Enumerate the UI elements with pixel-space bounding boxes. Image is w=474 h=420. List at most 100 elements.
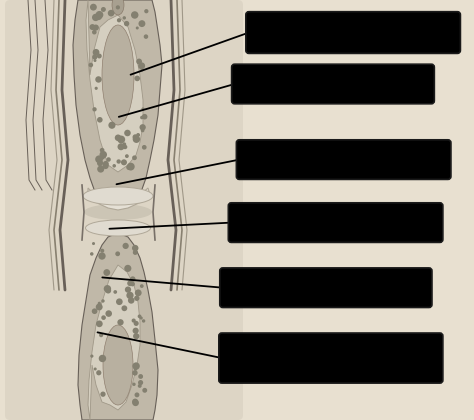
FancyBboxPatch shape	[5, 0, 243, 420]
Circle shape	[140, 63, 145, 68]
Circle shape	[144, 9, 148, 13]
FancyBboxPatch shape	[232, 64, 434, 104]
Circle shape	[126, 165, 132, 170]
Ellipse shape	[102, 25, 134, 125]
Circle shape	[136, 58, 142, 64]
Circle shape	[101, 299, 105, 303]
Circle shape	[132, 362, 140, 370]
Circle shape	[109, 122, 116, 129]
Circle shape	[140, 284, 144, 288]
Circle shape	[92, 55, 97, 60]
Circle shape	[96, 11, 103, 19]
Circle shape	[124, 130, 131, 136]
Circle shape	[134, 296, 139, 301]
Circle shape	[99, 355, 106, 362]
Circle shape	[96, 320, 103, 327]
Circle shape	[92, 107, 97, 111]
Circle shape	[117, 18, 121, 22]
Circle shape	[100, 391, 106, 397]
Circle shape	[103, 161, 109, 167]
Circle shape	[142, 145, 146, 150]
Polygon shape	[73, 0, 162, 208]
Circle shape	[130, 282, 135, 286]
Circle shape	[137, 315, 141, 318]
Circle shape	[98, 160, 103, 165]
Circle shape	[105, 288, 111, 294]
Ellipse shape	[83, 187, 153, 205]
Circle shape	[118, 136, 125, 143]
Circle shape	[96, 304, 103, 310]
Circle shape	[93, 24, 99, 31]
Circle shape	[97, 160, 103, 166]
Circle shape	[96, 370, 101, 375]
Circle shape	[133, 136, 140, 143]
Circle shape	[133, 250, 138, 255]
Circle shape	[100, 155, 105, 160]
Circle shape	[134, 367, 137, 371]
Circle shape	[127, 292, 134, 299]
Circle shape	[117, 159, 121, 164]
Circle shape	[100, 148, 104, 152]
Circle shape	[124, 21, 129, 26]
FancyBboxPatch shape	[246, 12, 460, 53]
Circle shape	[99, 333, 103, 337]
Circle shape	[132, 318, 136, 323]
PathPatch shape	[88, 188, 150, 210]
FancyBboxPatch shape	[237, 140, 451, 179]
Circle shape	[132, 245, 138, 251]
Circle shape	[90, 252, 93, 256]
FancyBboxPatch shape	[220, 268, 432, 307]
Circle shape	[142, 319, 146, 323]
Circle shape	[98, 302, 101, 305]
Circle shape	[123, 145, 128, 149]
Circle shape	[92, 14, 100, 21]
Circle shape	[92, 49, 100, 56]
FancyBboxPatch shape	[228, 203, 443, 242]
Circle shape	[138, 384, 142, 388]
Circle shape	[100, 249, 104, 253]
Circle shape	[95, 87, 98, 90]
Ellipse shape	[112, 0, 124, 15]
Circle shape	[144, 34, 148, 39]
Circle shape	[123, 16, 126, 20]
Circle shape	[92, 242, 95, 245]
Circle shape	[97, 117, 103, 123]
Circle shape	[138, 20, 146, 27]
Circle shape	[125, 286, 131, 293]
Circle shape	[106, 157, 111, 162]
Circle shape	[128, 297, 135, 304]
Circle shape	[131, 11, 138, 19]
Circle shape	[140, 68, 144, 71]
Circle shape	[93, 59, 97, 62]
Circle shape	[135, 76, 140, 81]
Circle shape	[136, 26, 139, 29]
Circle shape	[101, 315, 106, 320]
Circle shape	[122, 243, 129, 249]
Circle shape	[118, 319, 124, 326]
Circle shape	[138, 374, 143, 379]
Circle shape	[100, 151, 107, 158]
Circle shape	[130, 276, 136, 282]
Circle shape	[90, 354, 93, 358]
Circle shape	[97, 53, 102, 58]
Circle shape	[132, 399, 138, 404]
Circle shape	[141, 129, 145, 132]
Circle shape	[90, 24, 95, 30]
Circle shape	[122, 142, 126, 146]
Circle shape	[121, 159, 127, 165]
Circle shape	[134, 321, 139, 326]
Circle shape	[141, 108, 145, 110]
Circle shape	[89, 63, 93, 67]
Polygon shape	[78, 233, 158, 420]
Circle shape	[138, 63, 145, 69]
Circle shape	[112, 164, 116, 168]
Circle shape	[127, 163, 135, 171]
Circle shape	[132, 370, 137, 375]
Circle shape	[103, 269, 110, 276]
Circle shape	[115, 134, 121, 141]
Circle shape	[142, 114, 147, 119]
Circle shape	[135, 289, 142, 296]
Circle shape	[98, 252, 106, 260]
Circle shape	[95, 76, 102, 83]
Circle shape	[108, 10, 114, 16]
